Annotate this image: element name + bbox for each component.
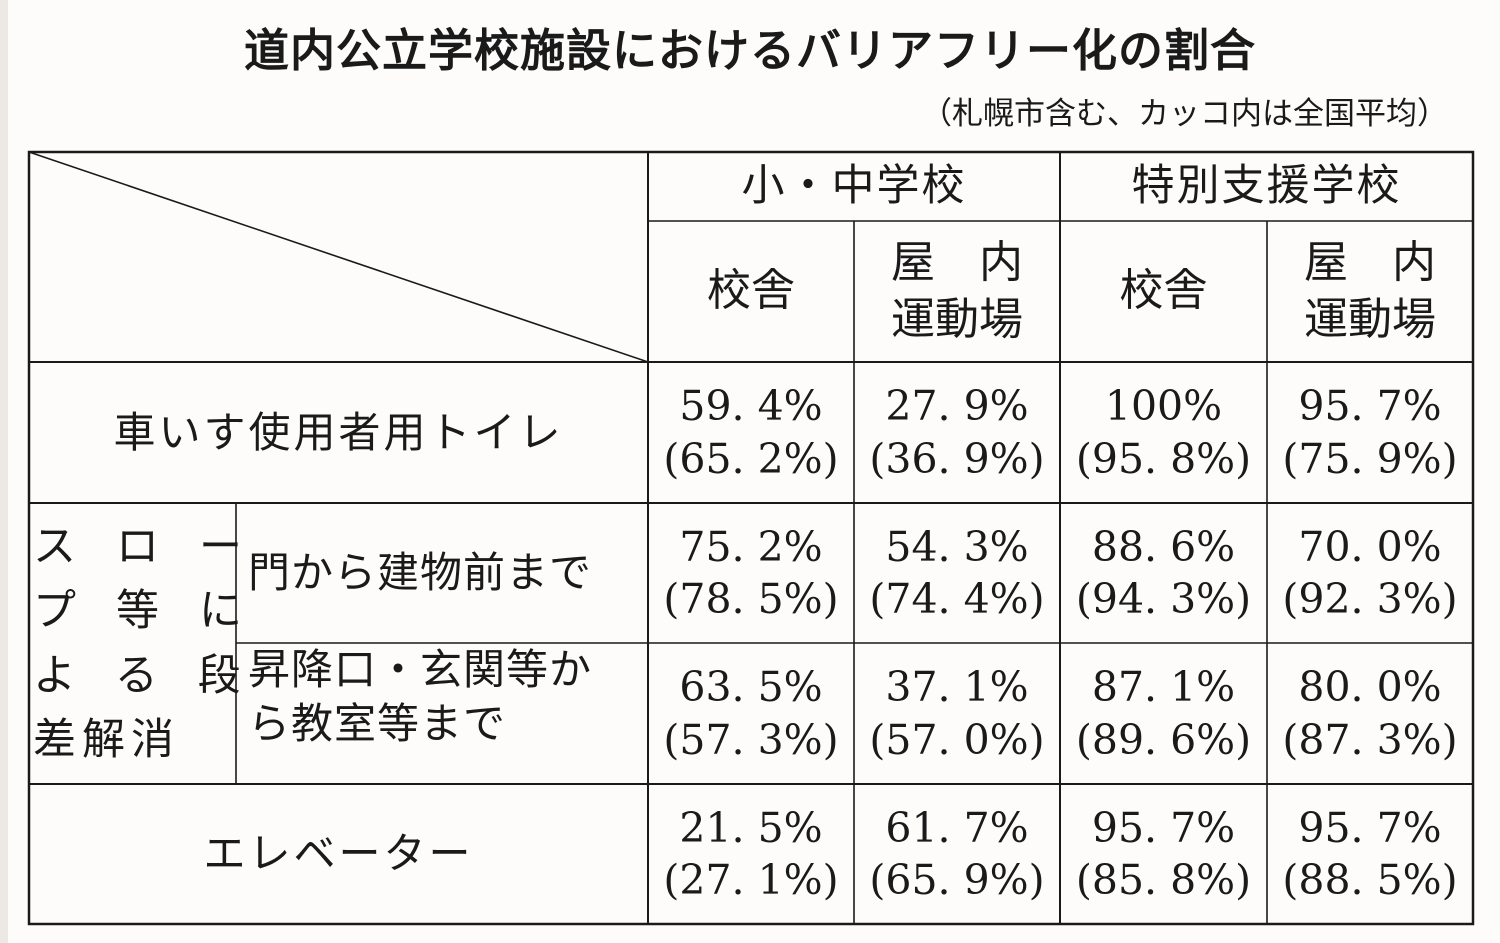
value: 95. 7% (1298, 803, 1442, 852)
table-cell: 21. 5% (27. 1%) (648, 784, 854, 924)
national-value: (89. 6%) (1075, 715, 1252, 764)
national-value: (87. 3%) (1282, 715, 1458, 764)
table-cell: 80. 0% (87. 3%) (1267, 643, 1473, 784)
label-line: ら教室等まで (248, 698, 507, 748)
table-title: 道内公立学校施設におけるバリアフリー化の割合 (243, 24, 1256, 77)
table-cell: 70. 0% (92. 3%) (1267, 503, 1473, 643)
national-value: (65. 9%) (869, 856, 1045, 904)
group-line: スロー (33, 521, 282, 572)
national-value: (27. 1%) (663, 856, 839, 904)
national-value: (92. 3%) (1282, 575, 1458, 623)
value: 37. 1% (885, 663, 1029, 712)
national-value: (85. 8%) (1075, 856, 1252, 904)
value: 95. 7% (1298, 382, 1442, 431)
table-cell: 95. 7% (85. 8%) (1060, 784, 1267, 924)
header-gym-special: 屋 内 運動場 (1267, 221, 1473, 362)
table-cell: 54. 3% (74. 4%) (854, 503, 1060, 643)
value: 87. 1% (1091, 663, 1236, 712)
national-value: (88. 5%) (1282, 856, 1458, 904)
table-cell: 88. 6% (94. 3%) (1060, 503, 1267, 643)
national-value: (36. 9%) (869, 434, 1045, 483)
value: 59. 4% (679, 382, 823, 431)
row-label-entrance: 昇降口・玄関等か ら教室等まで (236, 643, 660, 784)
header-gym-line2: 運動場 (891, 293, 1023, 345)
national-value: (65. 2%) (663, 434, 839, 483)
table-cell: 59. 4% (65. 2%) (648, 362, 854, 503)
label-line: 昇降口・玄関等か (248, 645, 593, 694)
value: 61. 7% (885, 803, 1029, 852)
header-gym-line1: 屋 内 (891, 237, 1023, 289)
diagonal-line (28, 151, 649, 363)
table-cell: 27. 9% (36. 9%) (854, 362, 1060, 503)
row-group-label-slope: スロー プ等に よる段 差解消 (29, 503, 242, 784)
value: 75. 2% (679, 522, 823, 571)
table-cell: 63. 5% (57. 3%) (648, 643, 854, 784)
value: 70. 0% (1298, 522, 1442, 571)
table-cell: 37. 1% (57. 0%) (854, 643, 1060, 784)
value: 27. 9% (885, 382, 1029, 431)
table-cell: 61. 7% (65. 9%) (854, 784, 1060, 924)
table-cell: 95. 7% (75. 9%) (1267, 362, 1473, 503)
national-value: (75. 9%) (1282, 434, 1458, 483)
group-line: よる段 (33, 650, 281, 701)
header-gym-elem: 屋 内 運動場 (854, 221, 1060, 362)
header-school-bldg-elem: 校舎 (707, 265, 795, 317)
national-value: (74. 4%) (869, 575, 1045, 623)
row-label-elevator: エレベーター (203, 829, 474, 879)
table-cell: 87. 1% (89. 6%) (1060, 643, 1267, 784)
header-elementary: 小・中学校 (741, 160, 967, 211)
table-cell: 100% (95. 8%) (1060, 362, 1267, 503)
table-cell: 75. 2% (78. 5%) (648, 503, 854, 643)
value: 21. 5% (679, 803, 823, 852)
value: 95. 7% (1091, 803, 1236, 852)
value: 88. 6% (1091, 522, 1236, 571)
header-school-bldg-special: 校舎 (1119, 265, 1208, 317)
header-gym-line2: 運動場 (1304, 293, 1436, 345)
national-value: (78. 5%) (663, 575, 839, 623)
group-line: プ等に (33, 586, 282, 636)
table-subtitle: （札幌市含む、カッコ内は全国平均） (921, 96, 1448, 132)
value: 100% (1104, 382, 1223, 431)
value: 54. 3% (885, 522, 1029, 571)
table-cell: 95. 7% (88. 5%) (1267, 784, 1473, 924)
national-value: (95. 8%) (1075, 434, 1252, 483)
national-value: (57. 0%) (869, 715, 1045, 764)
group-line: 差解消 (33, 715, 180, 765)
header-special: 特別支援学校 (1131, 160, 1402, 211)
header-gym-line1: 屋 内 (1304, 237, 1436, 289)
national-value: (94. 3%) (1075, 575, 1252, 623)
row-label-toilet: 車いす使用者用トイレ (113, 407, 564, 457)
value: 63. 5% (679, 663, 823, 712)
value: 80. 0% (1298, 663, 1442, 712)
page-edge (0, 0, 8, 943)
row-label-gate: 門から建物前まで (248, 548, 593, 598)
national-value: (57. 3%) (663, 715, 839, 764)
